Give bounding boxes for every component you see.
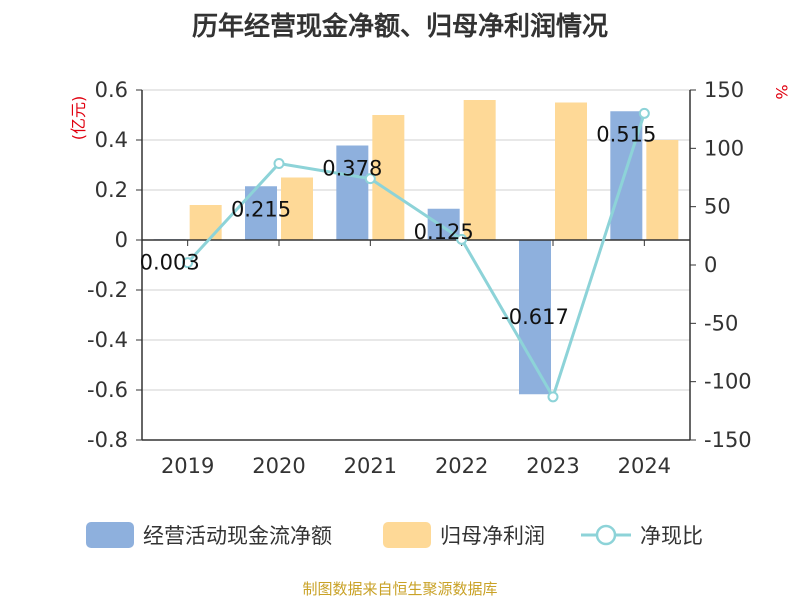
cashflow-data-label: 0.215 (231, 197, 291, 221)
legend: 经营活动现金流净额 归母净利润 净现比 (86, 522, 703, 548)
cashflow-data-label: 0.378 (322, 157, 382, 181)
ratio-point (456, 233, 468, 245)
netprofit-bar (555, 102, 587, 240)
x-tick-label: 2023 (526, 454, 579, 478)
cashflow-data-label: -0.617 (501, 305, 569, 329)
left-tick-label: 0.2 (95, 178, 128, 202)
data-labels: 0.003 0.215 0.378 0.125 -0.617 0.515 (140, 122, 657, 329)
cashflow-data-label: 0.515 (596, 122, 656, 146)
left-tick-label: -0.4 (87, 328, 128, 352)
right-tick-label: 100 (704, 136, 744, 160)
x-tick-label: 2022 (435, 454, 488, 478)
legend-label-cashflow: 经营活动现金流净额 (143, 524, 332, 548)
right-tick-label: 50 (704, 195, 731, 219)
left-tick-label: -0.2 (87, 278, 128, 302)
ratio-point (182, 257, 194, 269)
ratio-line-path (186, 112, 646, 401)
legend-marker-ratio (595, 524, 617, 546)
netprofit-bar (646, 140, 679, 240)
left-tick-label: -0.6 (87, 378, 128, 402)
chart-title: 历年经营现金净额、归母净利润情况 (191, 12, 608, 42)
ratio-point (547, 391, 559, 403)
netprofit-bar (463, 100, 496, 240)
right-tick-label: 0 (704, 253, 717, 277)
legend-swatch-netprofit (383, 522, 431, 548)
x-tick-label: 2024 (618, 454, 671, 478)
right-tick-label: -50 (704, 311, 738, 335)
axes (136, 89, 696, 441)
x-tick-label: 2021 (344, 454, 397, 478)
left-axis-unit: (亿元) (69, 96, 88, 141)
cashflow-data-label: 0.125 (414, 220, 474, 244)
left-tick-label: 0 (115, 228, 128, 252)
left-tick-label: 0.4 (95, 128, 128, 152)
legend-swatch-cashflow (86, 522, 134, 548)
legend-label-netprofit: 归母净利润 (440, 524, 545, 548)
netprofit-bar (189, 205, 222, 240)
right-tick-label: 150 (704, 78, 744, 102)
left-tick-label: -0.8 (87, 428, 128, 452)
ratio-line (182, 107, 650, 403)
ratio-point (273, 158, 285, 169)
source-note: 制图数据来自恒生聚源数据库 (302, 580, 498, 598)
x-tick-label: 2020 (252, 454, 305, 478)
ratio-point (638, 107, 650, 119)
netprofit-bar (372, 115, 405, 240)
x-tick-label: 2019 (161, 454, 214, 478)
ratio-point (364, 173, 376, 185)
legend-label-ratio: 净现比 (640, 524, 703, 548)
cashflow-bar (336, 145, 369, 240)
right-tick-label: -150 (704, 428, 752, 452)
cashflow-data-label: 0.003 (140, 250, 200, 274)
right-axis-unit: % (772, 84, 791, 99)
netprofit-bar (281, 177, 313, 240)
tick-labels: 0.6 0.4 0.2 0 -0.2 -0.4 -0.6 -0.8 150 100 50 0 -50 -1… (69, 78, 791, 478)
right-tick-label: -100 (704, 370, 752, 394)
bars (153, 100, 679, 395)
left-tick-label: 0.6 (95, 78, 128, 102)
